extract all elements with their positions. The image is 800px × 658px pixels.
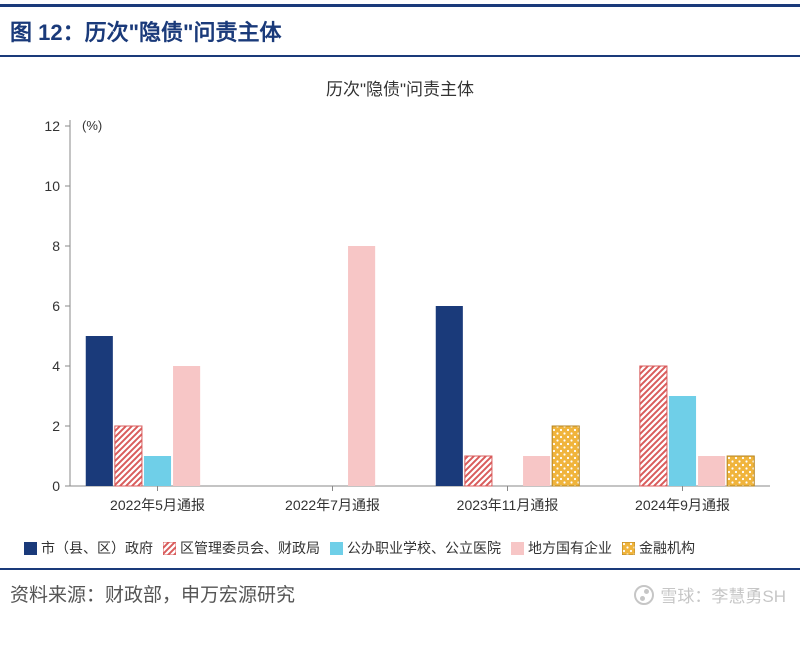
svg-text:0: 0 [52, 478, 60, 494]
figure-title: 图 12：历次"隐债"问责主体 [10, 15, 790, 47]
watermark-text: 雪球：李慧勇SH [660, 582, 786, 607]
legend-label: 区管理委员会、财政局 [180, 538, 320, 558]
watermark: 雪球：李慧勇SH [634, 582, 786, 607]
svg-text:8: 8 [52, 238, 60, 254]
legend-item: 区管理委员会、财政局 [163, 538, 320, 558]
svg-text:12: 12 [44, 118, 60, 134]
bar-chart-svg: 0 2 4 6 8 10 12 (%) 2022年5月通报 2022年7月通报 2023年11月通报… [20, 106, 780, 536]
svg-text:2024年9月通报: 2024年9月通报 [635, 497, 730, 513]
chart-area: 0 2 4 6 8 10 12 (%) 2022年5月通报 2022年7月通报 2023年11月通报… [20, 106, 780, 536]
legend-item: 金融机构 [622, 538, 695, 558]
xueqiu-logo-icon [634, 585, 654, 605]
legend-item: 地方国有企业 [511, 538, 612, 558]
svg-text:(%): (%) [82, 118, 102, 133]
svg-text:6: 6 [52, 298, 60, 314]
source-bar: 资料来源：财政部，申万宏源研究 雪球：李慧勇SH [0, 568, 800, 615]
svg-text:2: 2 [52, 418, 60, 434]
legend-item: 公办职业学校、公立医院 [330, 538, 501, 558]
figure-title-bar: 图 12：历次"隐债"问责主体 [0, 4, 800, 57]
svg-text:4: 4 [52, 358, 60, 374]
chart-title: 历次"隐债"问责主体 [0, 75, 800, 100]
legend-label: 地方国有企业 [528, 538, 612, 558]
chart-legend: 市（县、区）政府 区管理委员会、财政局 公办职业学校、公立医院 地方国有企业 金融机构 [20, 538, 780, 558]
legend-label: 市（县、区）政府 [41, 538, 153, 558]
legend-label: 金融机构 [639, 538, 695, 558]
svg-text:2022年5月通报: 2022年5月通报 [110, 497, 205, 513]
svg-text:2023年11月通报: 2023年11月通报 [457, 497, 559, 513]
legend-label: 公办职业学校、公立医院 [347, 538, 501, 558]
legend-item: 市（县、区）政府 [24, 538, 153, 558]
svg-text:2022年7月通报: 2022年7月通报 [285, 497, 380, 513]
svg-text:10: 10 [44, 178, 60, 194]
source-text: 资料来源：财政部，申万宏源研究 [10, 585, 295, 606]
